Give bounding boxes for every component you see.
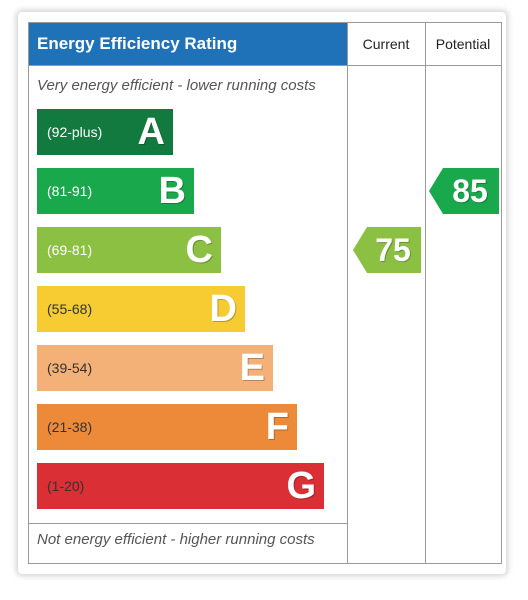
rating-band-f: (21-38) F [37, 404, 297, 450]
band-range-label: (21-38) [47, 419, 93, 435]
rating-band-e: (39-54) E [37, 345, 273, 391]
rating-band-c: (69-81) C [37, 227, 221, 273]
band-range-label: (55-68) [47, 301, 93, 317]
band-letter-label: B [158, 170, 186, 212]
potential-rating-arrow [429, 168, 499, 214]
band-range-label: (39-54) [47, 360, 93, 376]
column-potential-header: Potential [425, 23, 501, 65]
current-rating-arrow [353, 227, 421, 273]
rating-band-d: (55-68) D [37, 286, 245, 332]
current-rating-value: 75 [375, 232, 411, 268]
rating-band-g: (1-20) G [37, 463, 324, 509]
rating-band-b: (81-91) B [37, 168, 194, 214]
rating-arrow-shape [353, 227, 421, 273]
header-divider [29, 65, 501, 66]
band-letter-label: G [286, 465, 316, 507]
rating-band-a: (92-plus) A [37, 109, 173, 155]
top-caption: Very energy efficient - lower running co… [37, 77, 316, 94]
band-range-label: (1-20) [47, 478, 85, 494]
column-divider [425, 23, 426, 563]
band-letter-label: A [137, 111, 165, 153]
chart-title: Energy Efficiency Rating [29, 23, 347, 65]
band-range-label: (69-81) [47, 242, 93, 258]
bottom-caption: Not energy efficient - higher running co… [37, 531, 315, 548]
band-range-label: (81-91) [47, 183, 93, 199]
band-letter-label: D [209, 288, 237, 330]
band-letter-label: C [185, 229, 213, 271]
column-current-header: Current [347, 23, 425, 65]
rating-arrow-shape [429, 168, 499, 214]
column-divider [347, 23, 348, 563]
energy-rating-chart: Energy Efficiency Rating Current Potenti… [28, 22, 502, 564]
footer-divider [29, 523, 347, 524]
potential-rating-value: 85 [452, 173, 488, 209]
band-letter-label: E [239, 347, 265, 389]
band-range-label: (92-plus) [47, 124, 103, 140]
band-letter-label: F [265, 406, 289, 448]
